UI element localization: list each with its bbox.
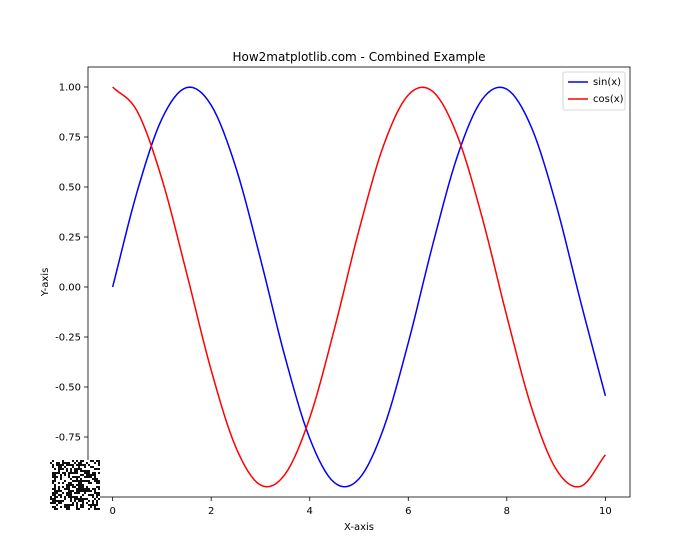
legend-label-cos: cos(x) <box>593 94 624 105</box>
plot-area <box>87 66 631 498</box>
x-tick-label: 4 <box>307 506 313 517</box>
y-tick-label: -0.50 <box>55 383 81 394</box>
series-lines <box>111 86 607 488</box>
x-axis-ticks: 0 2 4 6 8 10 <box>109 497 612 517</box>
legend: sin(x) cos(x) <box>562 71 626 111</box>
x-tick-label: 0 <box>109 506 115 517</box>
x-tick-label: 8 <box>504 506 510 517</box>
y-tick-label: -0.25 <box>55 333 81 344</box>
series-line-sin <box>111 86 607 488</box>
x-tick-label: 6 <box>405 506 411 517</box>
x-tick-label: 10 <box>599 506 612 517</box>
y-tick-label: 0.75 <box>59 133 81 144</box>
y-tick-label: -0.75 <box>55 433 81 444</box>
legend-label-sin: sin(x) <box>593 77 621 88</box>
x-tick-label: 2 <box>208 506 214 517</box>
y-tick-label: 0.50 <box>59 183 81 194</box>
series-line-cos <box>112 86 606 488</box>
y-axis-ticks: -0.75 -0.50 -0.25 0.00 0.25 0.50 0.75 1.00 <box>55 83 88 444</box>
y-tick-label: 1.00 <box>59 83 81 94</box>
y-axis-label: Y-axis <box>40 268 51 298</box>
y-tick-label: 0.00 <box>59 283 81 294</box>
x-axis-label: X-axis <box>344 522 374 533</box>
qr-noise-icon <box>50 460 100 510</box>
chart-title: How2matplotlib.com - Combined Example <box>232 50 485 64</box>
y-tick-label: 0.25 <box>59 233 81 244</box>
